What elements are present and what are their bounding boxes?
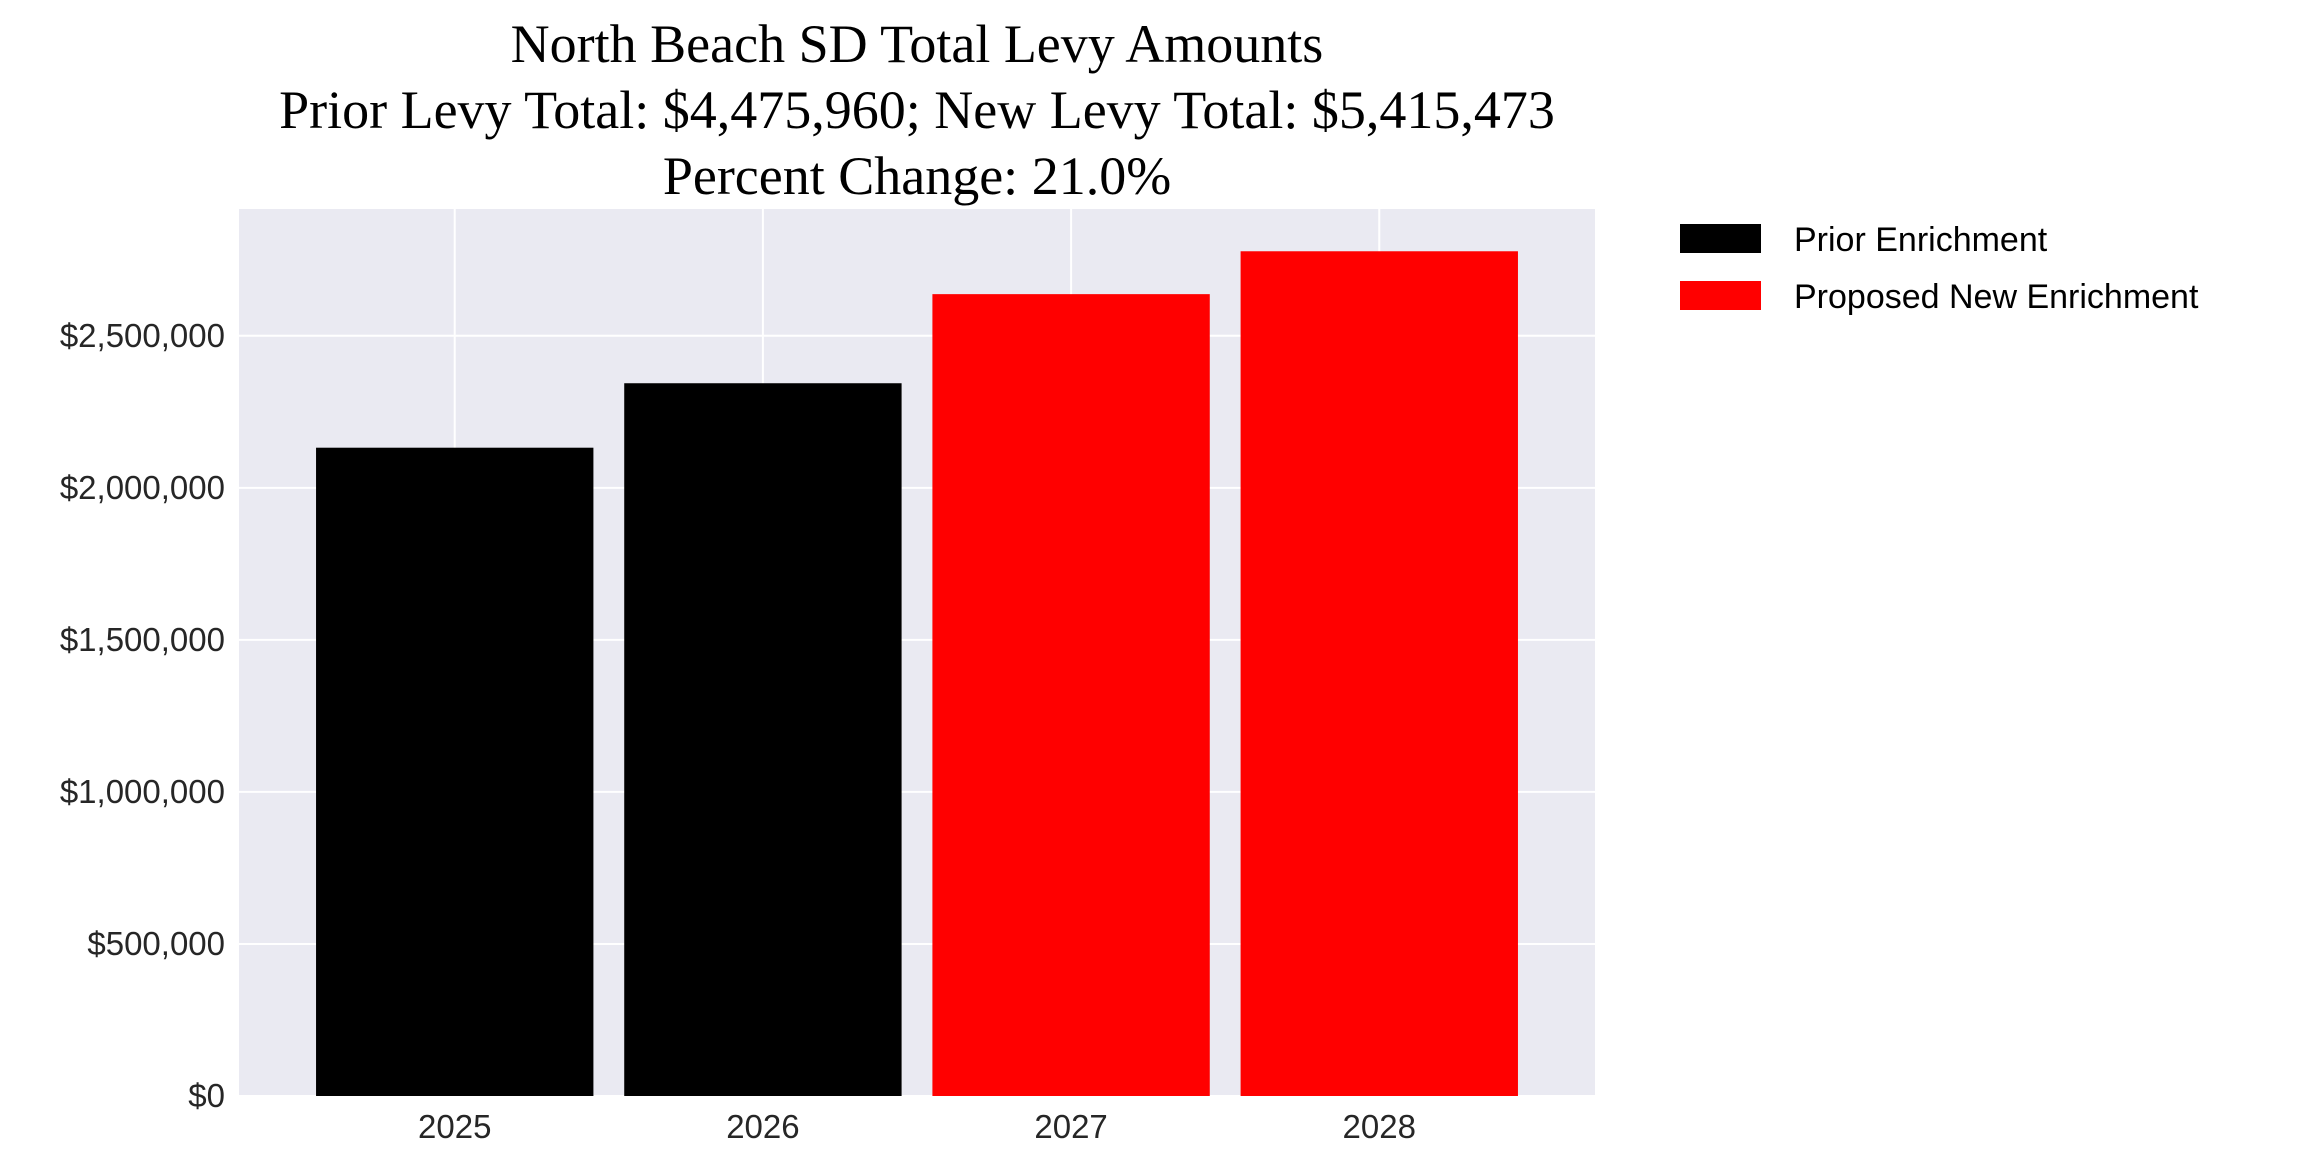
bar-2025 — [316, 447, 594, 1097]
y-tick-label: $0 — [188, 1077, 225, 1114]
chart-title-line-2: Prior Levy Total: $4,475,960; New Levy T… — [279, 80, 1555, 140]
x-tick-label: 2028 — [1343, 1108, 1416, 1145]
y-tick-label: $1,000,000 — [60, 773, 225, 810]
y-tick-label: $2,500,000 — [60, 317, 225, 354]
legend-label-proposed: Proposed New Enrichment — [1794, 278, 2199, 316]
x-tick-label: 2026 — [726, 1108, 799, 1145]
x-tick-label: 2025 — [418, 1108, 491, 1145]
chart-title-line-3: Percent Change: 21.0% — [663, 146, 1171, 206]
bar-2028 — [1240, 251, 1518, 1096]
legend-swatch-prior — [1680, 224, 1761, 253]
chart-title-line-1: North Beach SD Total Levy Amounts — [511, 14, 1324, 74]
x-tick-label: 2027 — [1034, 1108, 1107, 1145]
legend-swatch-proposed — [1680, 281, 1761, 310]
y-tick-label: $1,500,000 — [60, 621, 225, 658]
legend-label-prior: Prior Enrichment — [1794, 221, 2048, 259]
bar-2026 — [624, 383, 902, 1097]
y-tick-label: $500,000 — [87, 925, 225, 962]
bar-2027 — [932, 294, 1210, 1096]
legend: Prior Enrichment Proposed New Enrichment — [1680, 221, 2199, 316]
y-tick-label: $2,000,000 — [60, 469, 225, 506]
